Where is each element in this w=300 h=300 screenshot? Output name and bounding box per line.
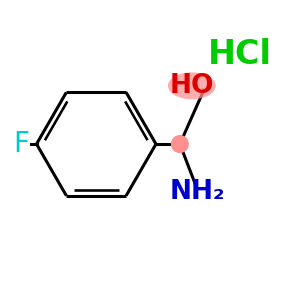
Ellipse shape [168, 72, 216, 99]
Text: NH₂: NH₂ [170, 179, 226, 205]
Text: HCl: HCl [208, 38, 272, 71]
Circle shape [172, 136, 188, 152]
Text: F: F [14, 130, 30, 158]
Text: HO: HO [169, 73, 214, 99]
